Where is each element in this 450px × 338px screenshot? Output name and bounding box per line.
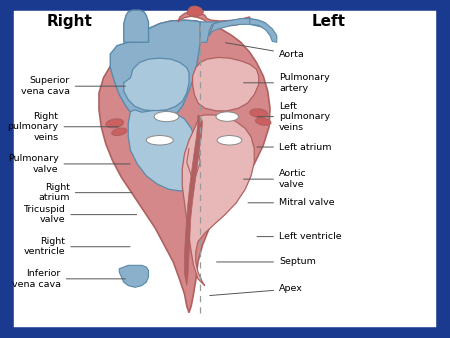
Polygon shape [110,20,200,123]
Text: Septum: Septum [216,258,316,266]
Text: Aortic
valve: Aortic valve [243,169,307,189]
Polygon shape [119,265,148,287]
Text: Right
ventricle: Right ventricle [23,237,130,257]
Text: Superior
vena cava: Superior vena cava [21,76,126,96]
Text: Left ventricle: Left ventricle [257,232,342,241]
Ellipse shape [106,119,124,128]
Polygon shape [124,10,148,42]
Text: Left: Left [311,15,346,29]
Polygon shape [209,19,266,35]
Text: Right: Right [47,15,93,29]
Polygon shape [178,12,250,26]
Ellipse shape [112,128,127,136]
Text: Left
pulmonary
veins: Left pulmonary veins [257,102,330,131]
Text: Left atrium: Left atrium [257,143,332,151]
Polygon shape [124,58,189,111]
Text: Tricuspid
valve: Tricuspid valve [23,205,137,224]
Polygon shape [187,6,203,16]
Polygon shape [200,22,220,42]
Ellipse shape [217,136,242,145]
Polygon shape [99,20,270,313]
Text: Mitral valve: Mitral valve [248,198,335,207]
Ellipse shape [216,112,239,121]
Ellipse shape [256,118,271,125]
Text: Pulmonary
valve: Pulmonary valve [8,154,130,174]
Text: Inferior
vena cava: Inferior vena cava [12,269,126,289]
Polygon shape [182,115,254,286]
Ellipse shape [250,109,268,118]
Polygon shape [184,115,202,286]
Text: Right
pulmonary
veins: Right pulmonary veins [7,112,119,142]
Ellipse shape [146,136,173,145]
Polygon shape [128,110,198,191]
Text: Apex: Apex [210,285,303,295]
Text: Pulmonary
artery: Pulmonary artery [243,73,330,93]
Text: Right
atrium: Right atrium [38,183,132,202]
Ellipse shape [154,112,179,122]
Text: Aorta: Aorta [225,43,305,58]
Polygon shape [250,19,277,42]
Polygon shape [193,57,259,111]
